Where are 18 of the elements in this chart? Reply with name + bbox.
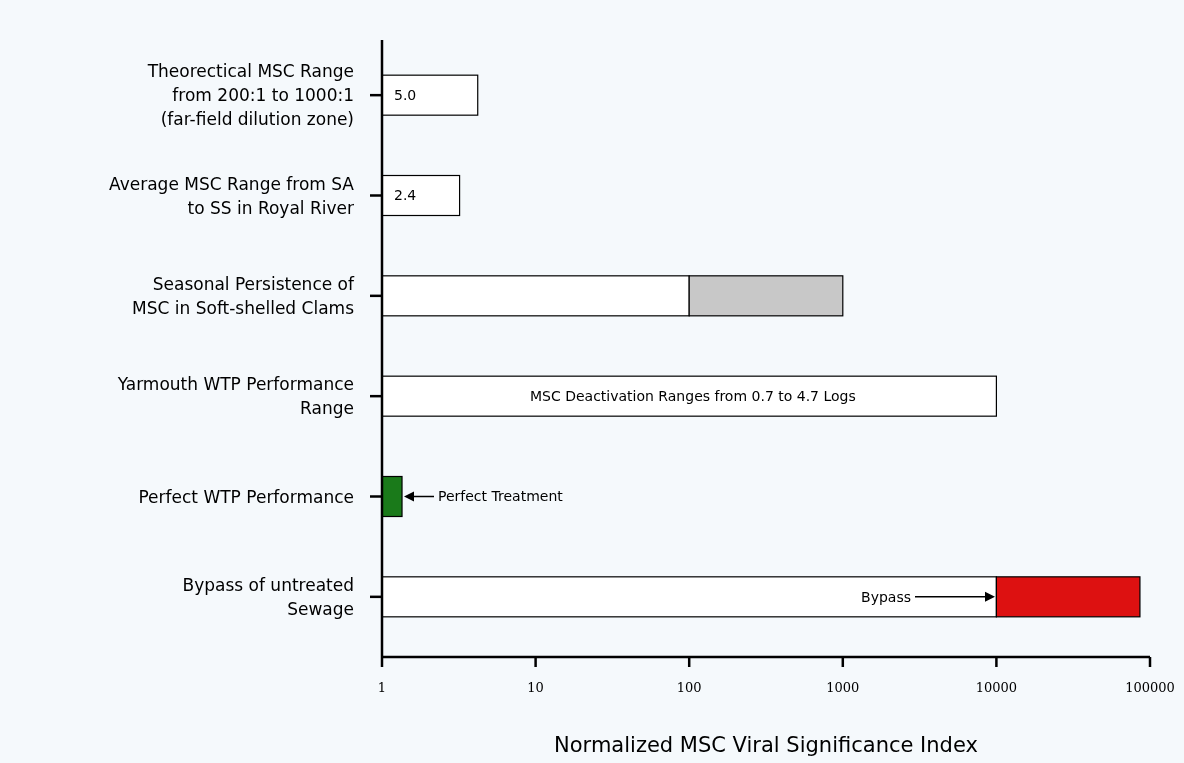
annotation: 2.4	[394, 187, 417, 204]
y-tick-label: Average MSC Range from SA to SS in Royal River	[109, 173, 355, 218]
annotation: 5.0	[394, 87, 417, 104]
x-tick-label: 1000	[826, 680, 860, 695]
annotation: Bypass	[861, 588, 911, 605]
annotation: MSC Deactivation Ranges from 0.7 to 4.7 Logs	[530, 388, 856, 405]
y-tick-label: Yarmouth WTP Performance Range	[116, 374, 354, 419]
x-tick-label: 10	[527, 680, 544, 695]
x-tick-label: 100	[676, 680, 702, 695]
y-tick-label: Bypass of untreated Sewage	[182, 574, 354, 619]
y-tick-label: Perfect WTP Performance	[138, 486, 354, 507]
y-tick-label: Theorectical MSC Range from 200:1 to 1000:1 (far-field dilution zone)	[146, 61, 354, 130]
x-tick-label: 1	[377, 680, 387, 695]
x-tick-label: 100000	[1125, 680, 1175, 695]
x-tick-label: 10000	[975, 680, 1018, 695]
x-axis-title: Normalized MSC Viral Significance Index	[554, 733, 978, 757]
annotation: Perfect Treatment	[438, 488, 564, 505]
y-tick-label: Seasonal Persistence of MSC in Soft-shelled Clams	[132, 273, 355, 318]
